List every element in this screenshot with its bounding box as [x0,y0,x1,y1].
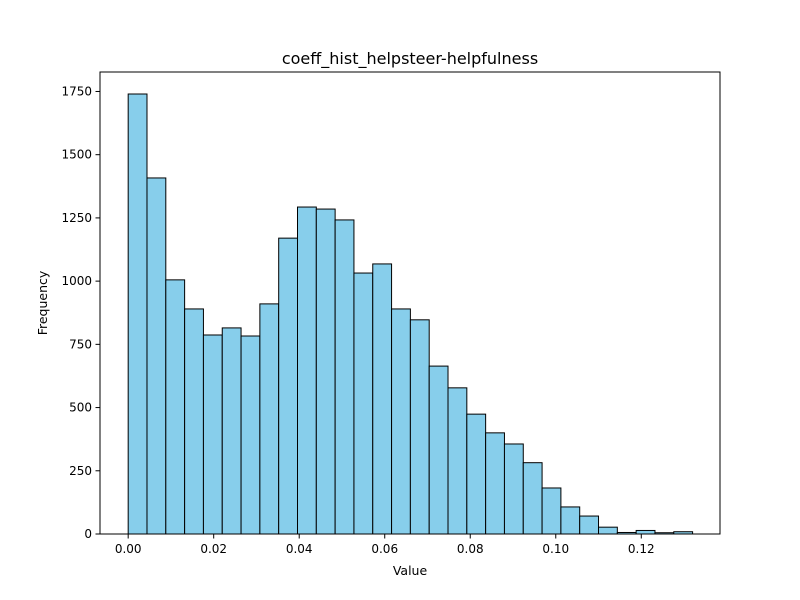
histogram-bar [146,177,167,535]
x-axis-label: Value [393,563,428,578]
histogram-bar [598,526,618,535]
x-tick-label: 0.02 [200,542,227,556]
chart-title: coeff_hist_helpsteer-helpfulness [282,49,538,69]
histogram-bar [165,279,186,535]
histogram-bar [409,319,430,535]
histogram-bar [259,303,280,535]
x-axis-ticks: 0.00 0.02 0.04 0.06 0.08 0.10 0.12 [115,534,655,556]
y-axis-ticks: 0 250 500 750 1000 1250 1500 1750 [61,84,100,541]
x-tick-label: 0.10 [542,542,569,556]
y-tick-label: 1750 [61,84,92,98]
y-tick-label: 1000 [61,274,92,288]
histogram-bar [372,263,393,535]
histogram-bar [240,335,261,535]
y-tick-label: 750 [69,337,92,351]
bars-group [127,93,694,535]
y-axis-label: Frequency [35,270,50,335]
histogram-bar [428,365,449,535]
histogram-bar [202,334,223,535]
histogram-bar [447,387,468,535]
histogram-bar [503,443,524,535]
y-tick-label: 0 [84,527,92,541]
histogram-bar [315,208,336,535]
histogram-bar [485,432,505,535]
histogram-bar [541,487,562,535]
histogram-bar [522,462,543,535]
x-tick-label: 0.12 [628,542,655,556]
histogram-bar [127,93,148,535]
y-tick-label: 1250 [61,211,92,225]
x-tick-label: 0.08 [457,542,484,556]
plot-frame [99,71,721,535]
x-tick-label: 0.00 [115,542,142,556]
histogram-bar [297,206,317,535]
histogram-bar [353,272,374,535]
histogram-bar [391,308,411,535]
y-tick-label: 250 [69,464,92,478]
x-tick-label: 0.06 [371,542,398,556]
histogram-bar [466,413,487,535]
histogram-bar [635,529,656,535]
histogram-bar [560,506,581,535]
histogram-bar [278,237,299,535]
histogram-bar [184,308,204,535]
histogram-bar [334,219,355,535]
y-tick-label: 1500 [61,148,92,162]
histogram-bar [221,327,242,535]
x-tick-label: 0.04 [286,542,313,556]
histogram-bar [579,515,600,535]
y-tick-label: 500 [69,401,92,415]
